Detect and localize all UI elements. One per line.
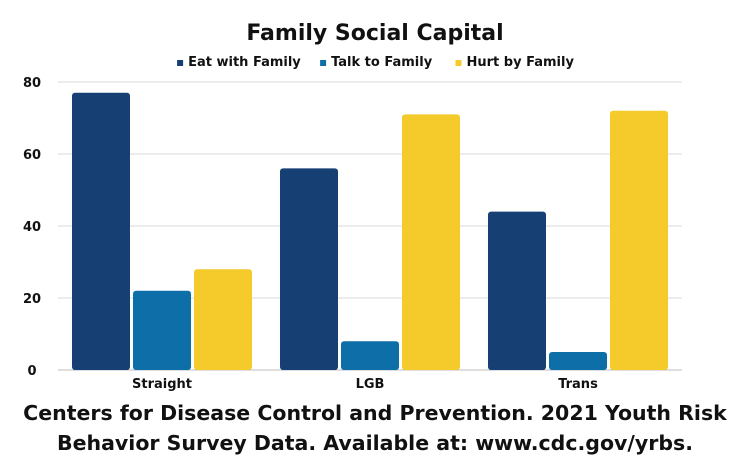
legend-label-talk-to-family: Talk to Family xyxy=(331,55,433,70)
legend-swatch-eat-with-family xyxy=(177,60,184,66)
family-social-capital-chart: Family Social Capital Eat with Family Tal… xyxy=(23,21,682,392)
legend-swatch-talk-to-family xyxy=(320,60,327,66)
chart-title: Family Social Capital xyxy=(246,21,503,46)
legend-label-hurt-by-family: Hurt by Family xyxy=(467,55,575,70)
bar-lgb-hurt-by-family xyxy=(402,114,460,371)
y-axis: 0 20 40 60 80 xyxy=(23,76,41,379)
bars xyxy=(72,92,668,371)
x-tick-label-straight: Straight xyxy=(132,377,192,392)
bar-straight-hurt-by-family xyxy=(194,269,252,370)
y-tick-label-40: 40 xyxy=(23,220,41,235)
bar-straight-talk-to-family xyxy=(133,290,191,370)
bar-trans-hurt-by-family xyxy=(610,110,668,371)
x-tick-label-lgb: LGB xyxy=(356,377,385,392)
x-axis: Straight LGB Trans xyxy=(132,377,598,392)
bar-straight-eat-with-family xyxy=(72,92,130,371)
source-note-line-1: Centers for Disease Control and Preventi… xyxy=(23,401,727,425)
legend-swatch-hurt-by-family xyxy=(455,60,462,66)
bar-trans-talk-to-family xyxy=(549,352,607,370)
bar-trans-eat-with-family xyxy=(488,211,546,370)
x-tick-label-trans: Trans xyxy=(558,377,598,392)
y-tick-label-20: 20 xyxy=(23,292,41,307)
y-tick-label-80: 80 xyxy=(23,76,41,91)
source-note-line-2: Behavior Survey Data. Available at: www.… xyxy=(56,431,694,455)
bar-lgb-eat-with-family xyxy=(280,168,338,370)
legend-label-eat-with-family: Eat with Family xyxy=(188,55,301,70)
bar-lgb-talk-to-family xyxy=(341,341,399,370)
legend: Eat with Family Talk to Family Hurt by Fam… xyxy=(177,55,574,70)
y-tick-label-0: 0 xyxy=(27,364,36,379)
y-tick-label-60: 60 xyxy=(23,148,41,163)
